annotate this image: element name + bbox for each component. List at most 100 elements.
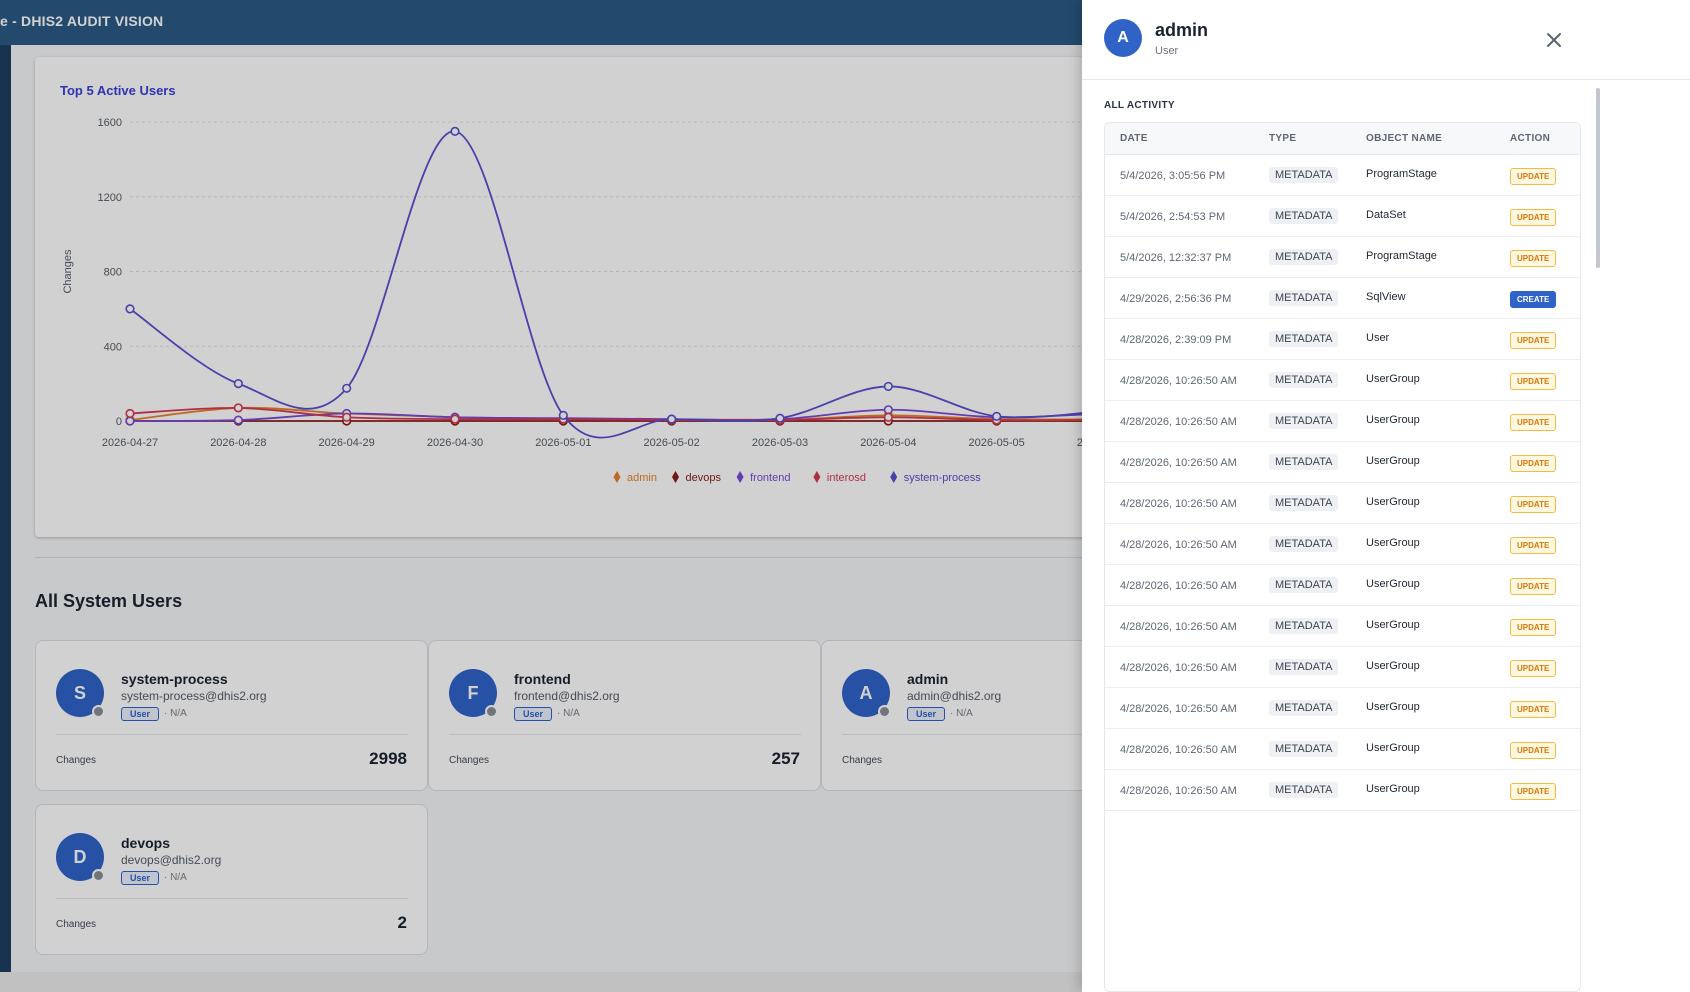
bottom-strip — [0, 972, 1131, 992]
cell-date: 4/28/2026, 10:26:50 AM — [1120, 784, 1237, 797]
legend-label-frontend: frontend — [750, 472, 790, 484]
data-point-system-process — [775, 413, 785, 423]
data-point-interosd — [450, 414, 460, 424]
table-row[interactable]: 5/4/2026, 2:54:53 PM METADATA DataSet UPDAT… — [1105, 196, 1580, 237]
user-card-system-process[interactable]: S system-process system-process@dhis2.or… — [35, 640, 428, 791]
section-divider — [35, 557, 1131, 558]
type-badge: METADATA — [1269, 740, 1339, 757]
user-name: system-process — [121, 671, 228, 687]
chart-card: Top 5 Active Users 0 400 800 1200 1600 Change… — [35, 57, 1131, 537]
cell-date: 4/28/2026, 10:26:50 AM — [1120, 620, 1237, 633]
data-point-system-process — [450, 126, 460, 136]
changes-label: Changes — [56, 755, 97, 766]
modal-backdrop[interactable] — [0, 0, 1082, 992]
cell-object-name: UserGroup — [1366, 618, 1420, 631]
table-row[interactable]: 4/28/2026, 10:26:50 AM METADATA UserGroup U… — [1105, 483, 1580, 524]
x-tick-label: 2026-05-01 — [535, 437, 591, 449]
cell-date: 4/28/2026, 2:39:09 PM — [1120, 333, 1232, 346]
card-divider — [56, 734, 408, 735]
drawer-user-name: admin — [1155, 20, 1209, 40]
avatar: A — [1104, 19, 1142, 57]
type-badge: METADATA — [1269, 535, 1339, 552]
table-row[interactable]: 4/28/2026, 10:26:50 AM METADATA UserGroup U… — [1105, 647, 1580, 688]
role-badge: User — [121, 707, 160, 721]
cell-object-name: DataSet — [1366, 208, 1406, 221]
legend-label-system-process: system-process — [904, 472, 982, 484]
status-dot — [485, 705, 498, 718]
y-tick-label: 400 — [104, 341, 122, 353]
table-row[interactable]: 4/28/2026, 10:26:50 AM METADATA UserGroup U… — [1105, 729, 1580, 770]
changes-count: 257 — [771, 749, 800, 768]
sidebar-rail — [0, 45, 11, 992]
legend-marker-interosd — [813, 471, 821, 483]
user-card-admin[interactable]: A admin admin@dhis2.org User · N/A Chang… — [821, 640, 1131, 791]
action-badge: UPDATE — [1510, 741, 1557, 759]
column-header-object-name[interactable]: OBJECT NAME — [1366, 133, 1443, 144]
table-row[interactable]: 4/28/2026, 10:26:50 AM METADATA UserGroup U… — [1105, 606, 1580, 647]
action-badge: UPDATE — [1510, 536, 1557, 554]
data-point-system-process — [342, 383, 352, 393]
user-email: system-process@dhis2.org — [121, 689, 267, 703]
changes-count: 2 — [397, 913, 407, 932]
cell-object-name: UserGroup — [1366, 372, 1420, 385]
scrollbar[interactable] — [1596, 88, 1600, 268]
x-tick-label: 2026-05-04 — [860, 437, 916, 449]
table-row[interactable]: 4/28/2026, 10:26:50 AM METADATA UserGroup U… — [1105, 770, 1580, 811]
type-badge: METADATA — [1269, 576, 1339, 593]
column-header-action[interactable]: ACTION — [1510, 133, 1551, 144]
changes-count: 2998 — [369, 749, 407, 768]
table-row[interactable]: 4/28/2026, 2:39:09 PM METADATA User UPDATE — [1105, 319, 1580, 360]
card-divider — [56, 898, 408, 899]
role-badge: User — [514, 707, 553, 721]
user-na: · N/A — [950, 708, 973, 719]
table-row[interactable]: 4/28/2026, 10:26:50 AM METADATA UserGroup U… — [1105, 360, 1580, 401]
action-badge: UPDATE — [1510, 700, 1557, 718]
cell-date: 4/28/2026, 10:26:50 AM — [1120, 497, 1237, 510]
drawer-user-role: User — [1155, 45, 1179, 57]
x-tick-label: 2026-04-29 — [319, 437, 375, 449]
cell-date: 4/28/2026, 10:26:50 AM — [1120, 538, 1237, 551]
legend-label-admin: admin — [627, 472, 657, 484]
table-row[interactable]: 4/28/2026, 10:26:50 AM METADATA UserGroup U… — [1105, 524, 1580, 565]
data-point-system-process — [992, 411, 1002, 421]
cell-object-name: UserGroup — [1366, 577, 1420, 590]
table-row[interactable]: 5/4/2026, 12:32:37 PM METADATA ProgramStag… — [1105, 237, 1580, 278]
action-badge: UPDATE — [1510, 208, 1557, 226]
table-row[interactable]: 4/29/2026, 2:56:36 PM METADATA SqlView CREA… — [1105, 278, 1580, 319]
action-badge: UPDATE — [1510, 495, 1557, 513]
cell-object-name: ProgramStage — [1366, 167, 1437, 180]
action-badge: UPDATE — [1510, 618, 1557, 636]
role-badge: User — [907, 707, 946, 721]
user-activity-drawer: A admin User ALL ACTIVITY DATE TYPE OBJE… — [1082, 0, 1690, 992]
user-card-devops[interactable]: D devops devops@dhis2.org User · N/A Cha… — [35, 804, 428, 955]
x-tick-label: 2026-04-30 — [427, 437, 483, 449]
type-badge: METADATA — [1269, 371, 1339, 388]
legend-marker-system-process — [890, 471, 898, 483]
y-tick-label: 1200 — [98, 192, 122, 204]
cell-object-name: ProgramStage — [1366, 249, 1437, 262]
action-badge: UPDATE — [1510, 413, 1557, 431]
type-badge: METADATA — [1269, 207, 1339, 224]
activity-table: DATE TYPE OBJECT NAME ACTION 5/4/2026, 3… — [1104, 122, 1581, 992]
cell-date: 4/28/2026, 10:26:50 AM — [1120, 702, 1237, 715]
table-row[interactable]: 4/28/2026, 10:26:50 AM METADATA UserGroup U… — [1105, 442, 1580, 483]
cell-date: 4/29/2026, 2:56:36 PM — [1120, 292, 1232, 305]
data-point-interosd — [233, 403, 243, 413]
table-row[interactable]: 4/28/2026, 10:26:50 AM METADATA UserGroup U… — [1105, 565, 1580, 606]
user-card-frontend[interactable]: F frontend frontend@dhis2.org User · N/A… — [428, 640, 821, 791]
changes-label: Changes — [842, 755, 883, 766]
action-badge: UPDATE — [1510, 782, 1557, 800]
table-row[interactable]: 5/4/2026, 3:05:56 PM METADATA ProgramStage… — [1105, 155, 1580, 196]
changes-label: Changes — [56, 919, 97, 930]
column-header-date[interactable]: DATE — [1120, 133, 1148, 144]
table-row[interactable]: 4/28/2026, 10:26:50 AM METADATA UserGroup U… — [1105, 401, 1580, 442]
type-badge: METADATA — [1269, 494, 1339, 511]
user-na: · N/A — [164, 872, 187, 883]
close-icon[interactable] — [1542, 28, 1566, 52]
cell-object-name: UserGroup — [1366, 782, 1420, 795]
data-point-system-process — [233, 379, 243, 389]
action-badge: UPDATE — [1510, 249, 1557, 267]
column-header-type[interactable]: TYPE — [1269, 133, 1297, 144]
type-badge: METADATA — [1269, 453, 1339, 470]
table-row[interactable]: 4/28/2026, 10:26:50 AM METADATA UserGroup U… — [1105, 688, 1580, 729]
